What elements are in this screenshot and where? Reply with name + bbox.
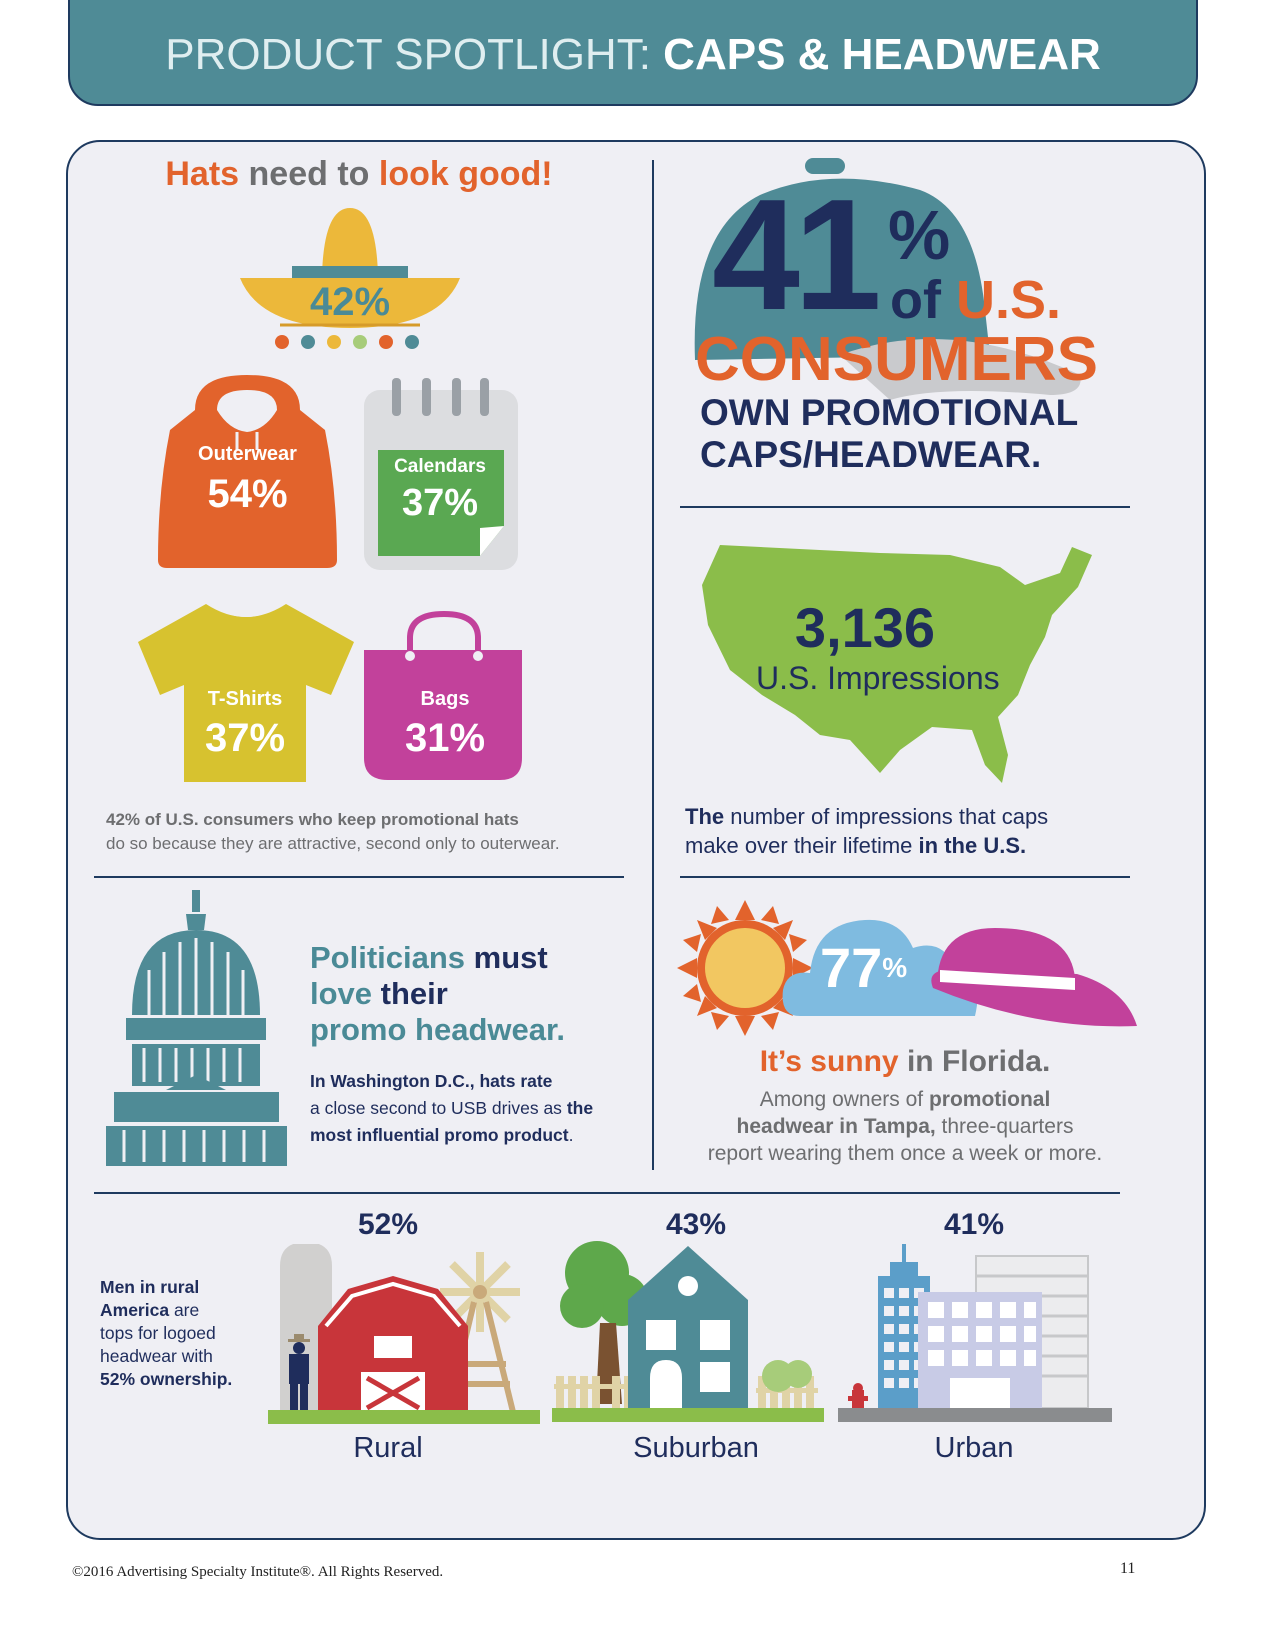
right-divider-2 [680, 876, 1130, 878]
outerwear-label: Outerwear [198, 443, 297, 465]
outerwear-percent: 54% [207, 472, 288, 516]
center-divider [652, 160, 654, 1170]
politicians-body: In Washington D.C., hats rate a close se… [310, 1071, 594, 1145]
rural-caption: Men in rural America are tops for logoed… [100, 1277, 233, 1389]
consumers-word: CONSUMERS [695, 325, 1099, 394]
consumers-number: 41 [712, 167, 882, 343]
house-scene-icon [552, 1241, 824, 1422]
bottom-divider [94, 1192, 1120, 1194]
impressions-number: 3,136 [794, 596, 936, 659]
florida-caption: Among owners of promotional headwear in … [707, 1088, 1103, 1165]
impressions-label: U.S. Impressions [756, 660, 1000, 696]
suburban-percent: 43% [665, 1208, 727, 1241]
politicians-title: Politicians must love their promo headwe… [310, 940, 565, 1047]
copyright: ©2016 Advertising Specialty Institute®. … [72, 1564, 444, 1580]
consumers-caption: OWN PROMOTIONAL CAPS/HEADWEAR. [700, 392, 1079, 475]
looks-caption: 42% of U.S. consumers who keep promotion… [106, 810, 560, 853]
calendar-icon [364, 378, 518, 570]
rural-label: Rural [353, 1432, 423, 1464]
urban-label: Urban [934, 1432, 1014, 1464]
calendars-label: Calendars [394, 456, 486, 477]
consumers-of-us: of U.S. [890, 270, 1062, 330]
bags-label: Bags [420, 688, 470, 710]
looks-title: Hats need to look good! [165, 155, 553, 193]
consumers-pct-sign: % [888, 196, 951, 274]
urban-percent: 41% [943, 1208, 1005, 1241]
page-number: 11 [1120, 1560, 1136, 1577]
tshirts-percent: 37% [204, 716, 286, 760]
rural-percent: 52% [357, 1208, 419, 1241]
cap-icon [694, 158, 1081, 400]
impressions-caption: The number of impressions that caps make… [685, 804, 1049, 858]
right-divider-1 [680, 506, 1130, 508]
header-bar [68, 0, 1198, 106]
usa-map-icon [702, 545, 1092, 783]
florida-percent: 77% [820, 936, 908, 999]
tshirt-icon [138, 603, 354, 782]
page-title: PRODUCT SPOTLIGHT: CAPS & HEADWEAR [165, 30, 1101, 79]
hoodie-icon [158, 375, 337, 568]
city-scene-icon [838, 1244, 1112, 1422]
hat-percent: 42% [309, 280, 391, 324]
sombrero-icon [240, 208, 460, 349]
tshirts-label: T-Shirts [207, 688, 283, 710]
calendars-percent: 37% [401, 482, 479, 524]
sunny-scene-icon [677, 900, 1137, 1036]
suburban-label: Suburban [633, 1432, 759, 1464]
left-divider [94, 876, 624, 878]
bag-icon [364, 610, 522, 780]
capitol-icon [106, 890, 287, 1166]
farm-scene-icon [268, 1244, 540, 1424]
bags-percent: 31% [404, 716, 486, 760]
florida-title: It’s sunny in Florida. [759, 1045, 1051, 1078]
